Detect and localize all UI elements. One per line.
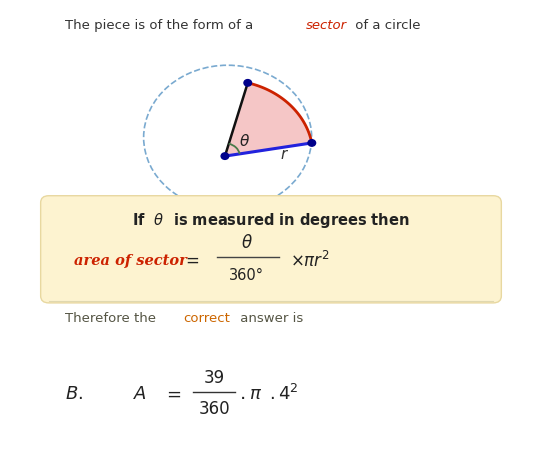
Text: $A$: $A$ [133,385,147,403]
FancyBboxPatch shape [41,196,501,303]
Text: $\theta$: $\theta$ [238,133,250,149]
Text: The piece is of the form of a: The piece is of the form of a [65,19,257,32]
Text: sector: sector [306,19,347,32]
Text: .: . [240,384,247,403]
Text: $B.$: $B.$ [65,385,83,403]
Text: Therefore the: Therefore the [65,312,160,325]
Text: $\theta$: $\theta$ [241,234,253,252]
Text: $\pi$: $\pi$ [249,385,262,403]
Text: .: . [269,385,275,403]
Text: $r$: $r$ [280,147,289,162]
Text: correct: correct [183,312,230,325]
Polygon shape [225,83,312,156]
Text: $=$: $=$ [163,385,181,403]
Circle shape [221,153,229,159]
Text: area of sector: area of sector [74,254,186,268]
Circle shape [308,140,315,146]
Text: 360: 360 [198,400,230,418]
Circle shape [244,80,251,86]
Text: If  $\theta$  is measured in degrees then: If $\theta$ is measured in degrees then [132,211,410,230]
Text: of a circle: of a circle [351,19,421,32]
Text: $\times \pi r^2$: $\times \pi r^2$ [290,251,330,271]
Text: =: = [185,252,199,270]
Text: 360°: 360° [229,268,264,283]
Text: $4^2$: $4^2$ [278,384,299,404]
Text: 39: 39 [204,370,224,387]
Text: answer is: answer is [236,312,303,325]
